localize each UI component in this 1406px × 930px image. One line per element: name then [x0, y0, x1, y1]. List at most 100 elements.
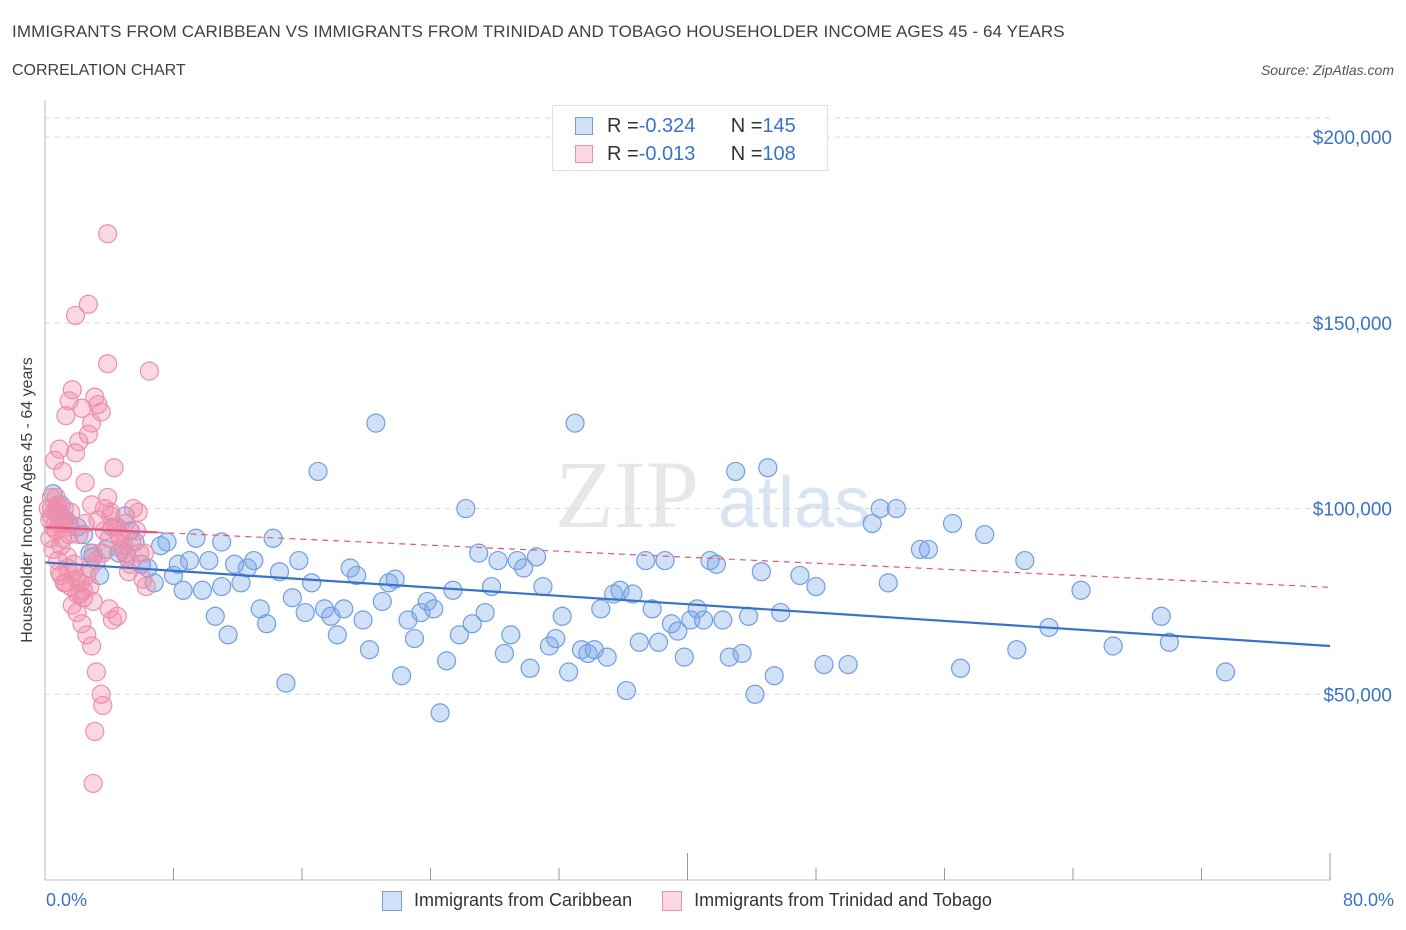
data-point-caribbean	[878, 573, 898, 593]
legend-swatch-caribbean	[575, 117, 593, 135]
data-point-trinidad	[99, 599, 119, 619]
data-point-caribbean	[1015, 550, 1035, 571]
data-point-trinidad	[102, 610, 123, 630]
data-point-trinidad	[48, 495, 68, 515]
data-point-caribbean	[745, 684, 765, 704]
data-point-trinidad	[62, 380, 82, 400]
data-point-trinidad	[41, 506, 62, 526]
axes	[44, 100, 1331, 881]
data-point-caribbean	[295, 602, 315, 623]
r-value: -0.013	[638, 142, 696, 165]
data-point-caribbean	[514, 558, 534, 578]
data-point-trinidad	[118, 562, 139, 582]
data-point-caribbean	[276, 673, 296, 693]
legend-item-caribbean: Immigrants from Caribbean	[382, 890, 632, 911]
data-point-trinidad	[80, 558, 100, 578]
data-point-caribbean	[436, 651, 457, 671]
data-point-trinidad	[83, 591, 103, 612]
data-point-caribbean	[648, 632, 669, 652]
legend-label-trinidad: Immigrants from Trinidad and Tobago	[694, 890, 992, 910]
data-point-caribbean	[526, 547, 547, 567]
data-point-caribbean	[282, 588, 302, 608]
data-point-caribbean	[308, 461, 328, 482]
watermark: ZIP atlas	[555, 441, 870, 548]
data-point-caribbean	[168, 554, 188, 574]
data-point-caribbean	[430, 703, 450, 723]
trend-line-trinidad-dashed	[157, 531, 1331, 588]
legend-swatch-trinidad	[662, 890, 683, 911]
data-point-caribbean	[157, 532, 177, 552]
data-point-caribbean	[642, 599, 662, 619]
data-point-trinidad	[139, 361, 160, 381]
data-point-trinidad	[134, 543, 155, 563]
data-point-trinidad	[46, 487, 66, 508]
data-point-caribbean	[289, 550, 309, 571]
data-point-caribbean	[212, 532, 232, 552]
data-point-trinidad	[101, 502, 121, 522]
legend-swatch-trinidad	[575, 145, 593, 163]
data-point-trinidad	[91, 402, 111, 422]
y-tick-label: $100,000	[1313, 500, 1392, 521]
watermark-zip: ZIP	[555, 441, 699, 548]
data-point-caribbean	[814, 654, 834, 675]
data-point-caribbean	[559, 662, 579, 682]
data-point-caribbean	[693, 610, 714, 630]
data-point-trinidad	[77, 625, 97, 645]
series-trinidad	[38, 224, 160, 794]
data-point-caribbean	[758, 458, 778, 478]
data-point-caribbean	[417, 591, 437, 612]
data-point-caribbean	[732, 643, 752, 664]
data-point-caribbean	[942, 513, 963, 534]
data-point-caribbean	[975, 524, 995, 545]
n-value: 145	[762, 114, 796, 137]
data-point-trinidad	[56, 406, 76, 426]
data-point-caribbean	[469, 543, 489, 563]
data-point-caribbean	[205, 606, 225, 626]
data-point-trinidad	[59, 524, 79, 545]
data-point-trinidad	[83, 773, 103, 794]
data-point-caribbean	[674, 647, 694, 667]
legend-row-caribbean: R = -0.324 N = 145	[575, 114, 796, 138]
data-point-caribbean	[790, 565, 810, 586]
data-point-trinidad	[78, 424, 98, 444]
data-point-caribbean	[1007, 640, 1027, 660]
data-point-trinidad	[98, 487, 118, 508]
data-point-caribbean	[1103, 636, 1123, 656]
data-point-trinidad	[136, 576, 156, 597]
data-point-caribbean	[244, 550, 264, 571]
data-point-trinidad	[65, 305, 86, 326]
data-point-caribbean	[173, 580, 193, 600]
data-point-caribbean	[738, 606, 759, 626]
data-point-caribbean	[771, 602, 791, 623]
data-point-caribbean	[494, 643, 514, 664]
data-point-caribbean	[218, 625, 238, 645]
data-point-caribbean	[257, 614, 277, 634]
data-point-trinidad	[72, 398, 92, 418]
data-point-caribbean	[1151, 606, 1171, 626]
y-tick-labels: $50,000 $100,000 $150,000 $200,000	[1313, 128, 1392, 706]
data-point-caribbean	[668, 621, 688, 641]
data-point-caribbean	[1071, 580, 1091, 600]
data-point-caribbean	[751, 562, 771, 582]
data-point-trinidad	[81, 413, 102, 433]
data-point-caribbean	[726, 461, 746, 482]
data-point-trinidad	[69, 432, 89, 452]
data-point-trinidad	[115, 513, 135, 534]
data-point-caribbean	[918, 539, 939, 560]
data-point-caribbean	[237, 558, 257, 578]
data-point-caribbean	[212, 576, 232, 597]
data-point-caribbean	[192, 580, 213, 600]
data-point-caribbean	[224, 554, 245, 574]
correlation-legend: R = -0.324 N = 145 R = -0.013 N = 108	[552, 105, 828, 171]
data-point-caribbean	[411, 602, 431, 623]
data-point-caribbean	[546, 628, 566, 649]
trend-lines	[44, 526, 1331, 648]
data-point-caribbean	[424, 599, 444, 619]
data-point-caribbean	[199, 550, 219, 571]
data-point-caribbean	[616, 680, 637, 701]
data-point-caribbean	[385, 569, 405, 589]
data-point-caribbean	[591, 599, 611, 619]
data-point-caribbean	[340, 558, 360, 578]
data-point-trinidad	[53, 461, 73, 482]
